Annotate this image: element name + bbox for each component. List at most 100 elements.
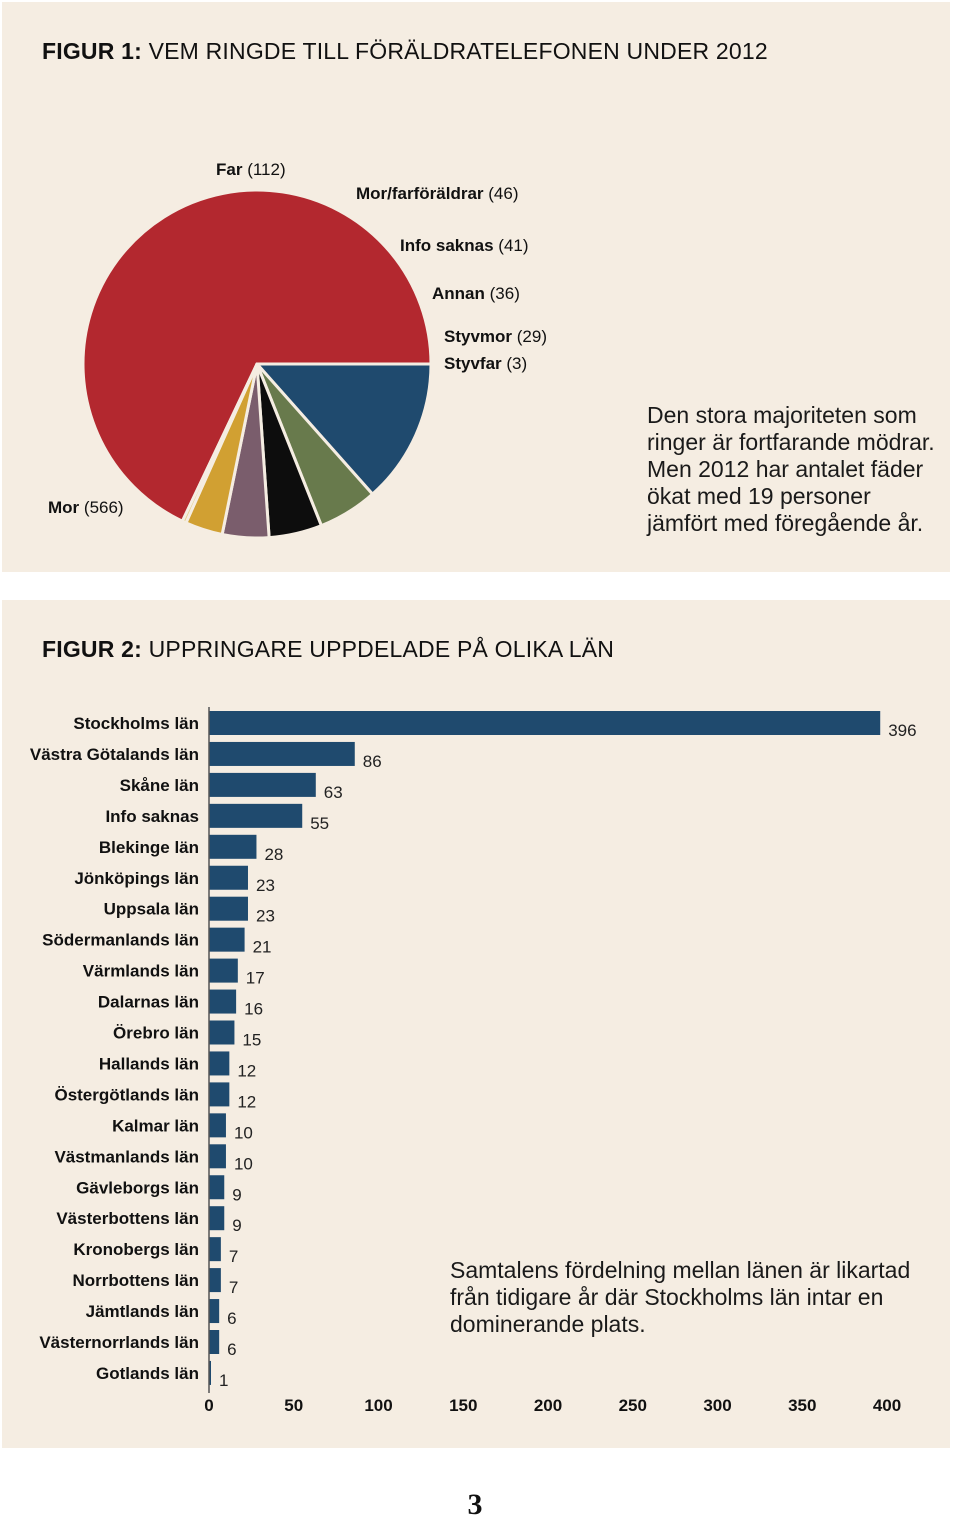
- pie-label-annan: Annan (36): [432, 284, 520, 303]
- data-label: 10: [234, 1123, 253, 1142]
- x-tick-label: 200: [534, 1396, 562, 1415]
- bar: [209, 772, 316, 797]
- category-label: Jämtlands län: [86, 1302, 199, 1321]
- x-tick-label: 50: [284, 1396, 303, 1415]
- x-tick-label: 100: [364, 1396, 392, 1415]
- data-label: 86: [363, 752, 382, 771]
- category-label: Dalarnas län: [98, 993, 199, 1012]
- category-label: Södermanlands län: [42, 931, 199, 950]
- category-label: Info saknas: [105, 807, 199, 826]
- bar: [209, 989, 237, 1014]
- category-label: Västmanlands län: [54, 1147, 199, 1166]
- figure1-note: Den stora majoriteten som ringer är fort…: [647, 402, 935, 537]
- category-label: Kronobergs län: [73, 1240, 199, 1259]
- bar: [209, 834, 257, 859]
- data-label: 9: [232, 1216, 241, 1235]
- category-label: Hallands län: [99, 1054, 199, 1073]
- figure1-note-line: ökat med 19 personer: [647, 483, 871, 509]
- x-tick-label: 300: [703, 1396, 731, 1415]
- bar-chart: Stockholms län 396 Västra Götalands län 86 S…: [30, 707, 917, 1415]
- bar: [209, 1082, 230, 1107]
- data-label: 15: [242, 1031, 261, 1050]
- x-tick-label: 150: [449, 1396, 477, 1415]
- figure1-title: FIGUR 1: VEM RINGDE TILL FÖRÄLDRATELEFON…: [42, 38, 768, 64]
- category-label: Stockholms län: [73, 714, 199, 733]
- pie-label-far: Far (112): [216, 160, 286, 179]
- bar: [209, 958, 238, 983]
- category-label: Örebro län: [113, 1024, 199, 1043]
- category-label: Skåne län: [120, 776, 199, 795]
- page-number: 3: [467, 1488, 483, 1521]
- bar: [209, 711, 881, 735]
- data-label: 63: [324, 783, 343, 802]
- category-label: Östergötlands län: [54, 1085, 199, 1104]
- figure1-note-line: Men 2012 har antalet fäder: [647, 456, 924, 482]
- figure1-note-line: jämfört med föregående år.: [647, 510, 924, 536]
- data-label: 12: [237, 1061, 256, 1080]
- figure2-note-line: Samtalens fördelning mellan länen är lik…: [450, 1257, 911, 1283]
- category-label: Jönköpings län: [74, 869, 199, 888]
- pie-label-mor-farforaldrar: Mor/farföräldrar (46): [356, 184, 519, 203]
- data-label: 1: [219, 1371, 228, 1390]
- pie-label-mor: Mor (566): [48, 498, 124, 517]
- category-label: Västernorrlands län: [39, 1333, 199, 1352]
- data-label: 23: [256, 876, 275, 895]
- data-label: 23: [256, 907, 275, 926]
- category-label: Norrbottens län: [72, 1271, 199, 1290]
- figure2-note-line: från tidigare år där Stockholms län inta…: [450, 1284, 884, 1310]
- bar: [209, 1330, 220, 1354]
- figure1-panel: FIGUR 1: VEM RINGDE TILL FÖRÄLDRATELEFON…: [2, 2, 950, 572]
- category-label: Kalmar län: [112, 1116, 199, 1135]
- pie-slice-styvfar: [180, 362, 259, 525]
- pie-label-styvmor: Styvmor (29): [444, 327, 547, 346]
- bar: [209, 741, 355, 766]
- figure2-panel: FIGUR 2: UPPRINGARE UPPDELADE PÅ OLIKA L…: [2, 600, 950, 1448]
- bar: [209, 1020, 235, 1045]
- x-tick-label: 400: [873, 1396, 901, 1415]
- data-label: 6: [227, 1309, 236, 1328]
- data-label: 55: [310, 814, 329, 833]
- bar: [209, 1113, 226, 1138]
- category-label: Blekinge län: [99, 838, 199, 857]
- bar: [209, 865, 248, 890]
- figure2-title: FIGUR 2: UPPRINGARE UPPDELADE PÅ OLIKA L…: [42, 636, 615, 662]
- bar: [209, 1051, 230, 1076]
- x-tick-label: 250: [619, 1396, 647, 1415]
- bar: [209, 1360, 211, 1385]
- bar: [209, 896, 248, 921]
- bar: [209, 1299, 220, 1324]
- bar: [209, 803, 303, 828]
- data-label: 17: [246, 969, 265, 988]
- category-label: Gotlands län: [96, 1364, 199, 1383]
- data-label: 7: [229, 1247, 238, 1266]
- pie-label-info-saknas: Info saknas (41): [400, 236, 529, 255]
- pie-slice-far: [255, 362, 433, 496]
- category-label: Värmlands län: [83, 962, 199, 981]
- data-label: 396: [888, 721, 916, 740]
- data-label: 10: [234, 1154, 253, 1173]
- category-label: Västerbottens län: [56, 1209, 199, 1228]
- category-label: Västra Götalands län: [30, 745, 199, 764]
- data-label: 21: [253, 938, 272, 957]
- pie-slice-mor: [81, 188, 433, 523]
- bar: [209, 1268, 221, 1293]
- x-tick-label: 350: [788, 1396, 816, 1415]
- category-label: Uppsala län: [104, 900, 199, 919]
- x-tick-label: 0: [204, 1396, 213, 1415]
- bar: [209, 1206, 225, 1231]
- category-label: Gävleborgs län: [76, 1178, 199, 1197]
- pie-chart: [81, 188, 433, 540]
- bar: [209, 1175, 225, 1200]
- data-label: 28: [264, 845, 283, 864]
- figure1-note-line: ringer är fortfarande mödrar.: [647, 429, 935, 455]
- figure2-note: Samtalens fördelning mellan länen är lik…: [450, 1257, 910, 1338]
- data-label: 16: [244, 1000, 263, 1019]
- data-label: 9: [232, 1185, 241, 1204]
- data-label: 7: [229, 1278, 238, 1297]
- figure1-note-line: Den stora majoriteten som: [647, 402, 917, 428]
- bar: [209, 927, 245, 952]
- bar: [209, 1144, 226, 1169]
- data-label: 6: [227, 1340, 236, 1359]
- bar: [209, 1237, 221, 1262]
- figure2-note-line: dominerande plats.: [450, 1311, 646, 1337]
